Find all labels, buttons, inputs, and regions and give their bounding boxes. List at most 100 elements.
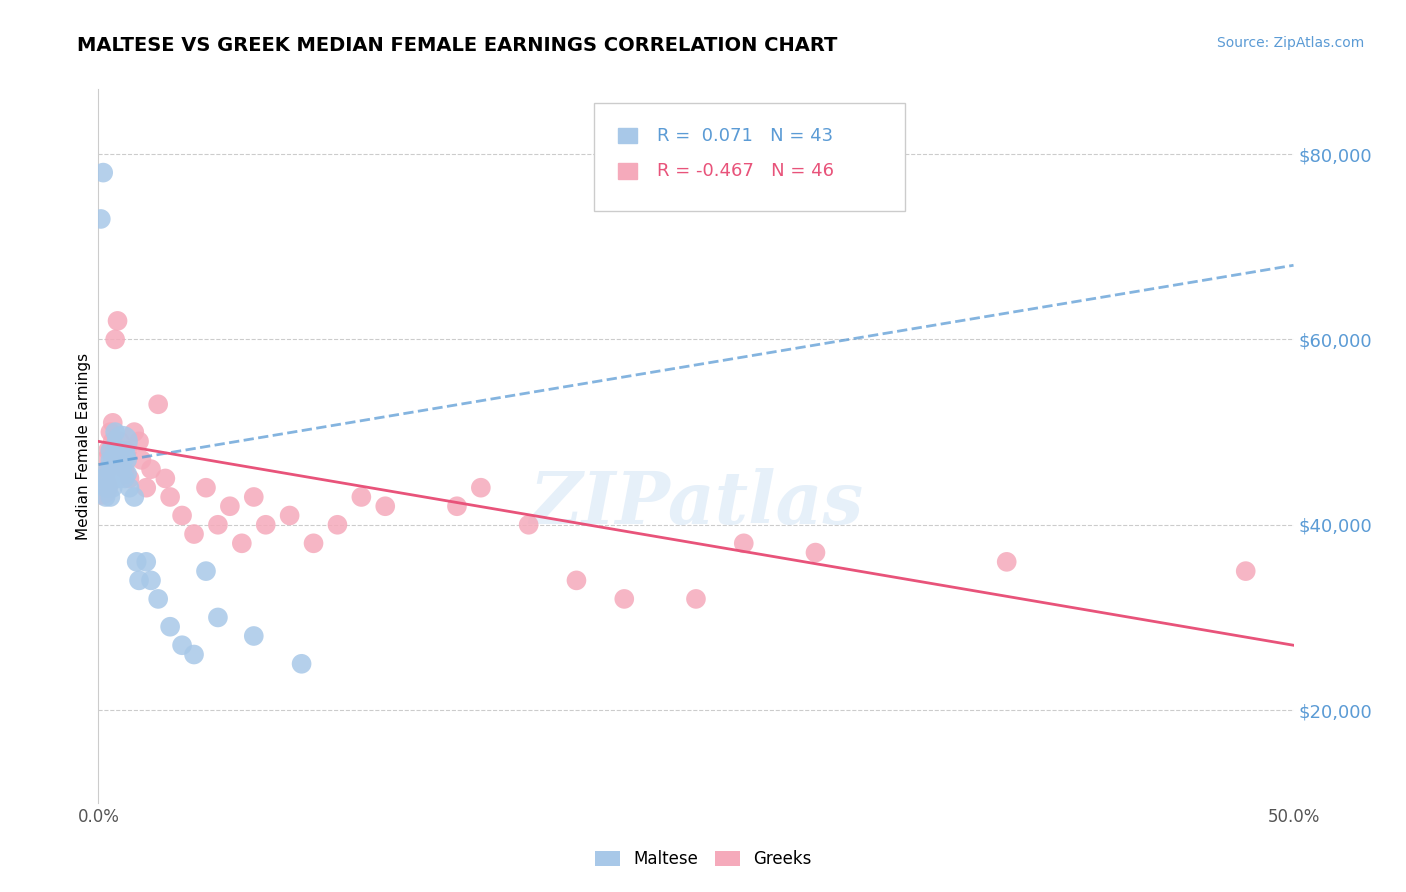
- Point: [207, 610, 229, 624]
- Point: [159, 620, 181, 634]
- Point: [114, 471, 136, 485]
- Point: [291, 657, 314, 671]
- Point: [118, 471, 141, 485]
- Point: [139, 462, 162, 476]
- Point: [94, 453, 117, 467]
- Point: [148, 397, 170, 411]
- Point: [195, 481, 218, 495]
- Point: [219, 500, 242, 514]
- Point: [128, 574, 150, 588]
- Point: [302, 536, 325, 550]
- Text: ZIPatlas: ZIPatlas: [529, 467, 863, 539]
- Point: [685, 591, 707, 606]
- Point: [565, 574, 588, 588]
- Text: MALTESE VS GREEK MEDIAN FEMALE EARNINGS CORRELATION CHART: MALTESE VS GREEK MEDIAN FEMALE EARNINGS …: [77, 36, 838, 54]
- Point: [94, 481, 117, 495]
- Point: [613, 591, 636, 606]
- Point: [470, 481, 492, 495]
- Point: [183, 648, 205, 662]
- Point: [101, 434, 124, 449]
- Point: [111, 462, 134, 476]
- Point: [1234, 564, 1257, 578]
- Point: [128, 434, 150, 449]
- Point: [254, 517, 277, 532]
- Point: [97, 443, 120, 458]
- Point: [804, 545, 827, 559]
- Point: [115, 467, 138, 481]
- Point: [101, 416, 124, 430]
- Point: [155, 471, 177, 485]
- Point: [995, 555, 1018, 569]
- Point: [114, 462, 136, 476]
- Point: [350, 490, 373, 504]
- FancyBboxPatch shape: [619, 128, 637, 144]
- Point: [125, 555, 148, 569]
- FancyBboxPatch shape: [619, 163, 637, 179]
- Point: [101, 481, 124, 495]
- Text: Source: ZipAtlas.com: Source: ZipAtlas.com: [1216, 36, 1364, 50]
- Point: [107, 453, 129, 467]
- Text: R =  0.071   N = 43: R = 0.071 N = 43: [657, 127, 832, 145]
- Point: [374, 500, 396, 514]
- Point: [446, 500, 468, 514]
- Legend: Maltese, Greeks: Maltese, Greeks: [588, 844, 818, 875]
- Point: [135, 481, 157, 495]
- Point: [207, 517, 229, 532]
- Point: [94, 490, 117, 504]
- Point: [97, 462, 120, 476]
- Point: [733, 536, 755, 550]
- Point: [98, 443, 122, 458]
- Point: [101, 453, 124, 467]
- Point: [172, 508, 194, 523]
- Point: [326, 517, 349, 532]
- Point: [183, 527, 205, 541]
- Point: [118, 481, 141, 495]
- Point: [124, 425, 146, 439]
- Point: [104, 333, 127, 347]
- Point: [98, 462, 122, 476]
- Point: [108, 434, 131, 449]
- Point: [131, 453, 153, 467]
- Point: [231, 536, 253, 550]
- Y-axis label: Median Female Earnings: Median Female Earnings: [76, 352, 91, 540]
- Point: [97, 462, 120, 476]
- Point: [107, 471, 129, 485]
- Point: [243, 490, 266, 504]
- Point: [104, 425, 127, 439]
- Point: [108, 443, 131, 458]
- Point: [111, 434, 134, 449]
- Point: [124, 490, 146, 504]
- Point: [111, 448, 134, 462]
- Point: [98, 453, 122, 467]
- Point: [115, 453, 138, 467]
- Point: [172, 638, 194, 652]
- Point: [91, 471, 114, 485]
- Point: [101, 462, 124, 476]
- Point: [104, 471, 127, 485]
- Point: [98, 425, 122, 439]
- Point: [97, 481, 120, 495]
- Point: [243, 629, 266, 643]
- Text: R = -0.467   N = 46: R = -0.467 N = 46: [657, 162, 834, 180]
- Point: [108, 462, 131, 476]
- Point: [107, 314, 129, 328]
- Point: [135, 555, 157, 569]
- Point: [91, 166, 114, 180]
- Point: [111, 453, 134, 467]
- Point: [104, 443, 127, 458]
- Point: [90, 211, 112, 226]
- Point: [159, 490, 181, 504]
- Point: [278, 508, 301, 523]
- Point: [98, 490, 122, 504]
- Point: [148, 591, 170, 606]
- Point: [94, 471, 117, 485]
- Point: [107, 462, 129, 476]
- Point: [195, 564, 218, 578]
- Point: [115, 443, 138, 458]
- Point: [90, 481, 112, 495]
- FancyBboxPatch shape: [595, 103, 905, 211]
- Point: [517, 517, 540, 532]
- Point: [97, 471, 120, 485]
- Point: [139, 574, 162, 588]
- Point: [98, 443, 122, 458]
